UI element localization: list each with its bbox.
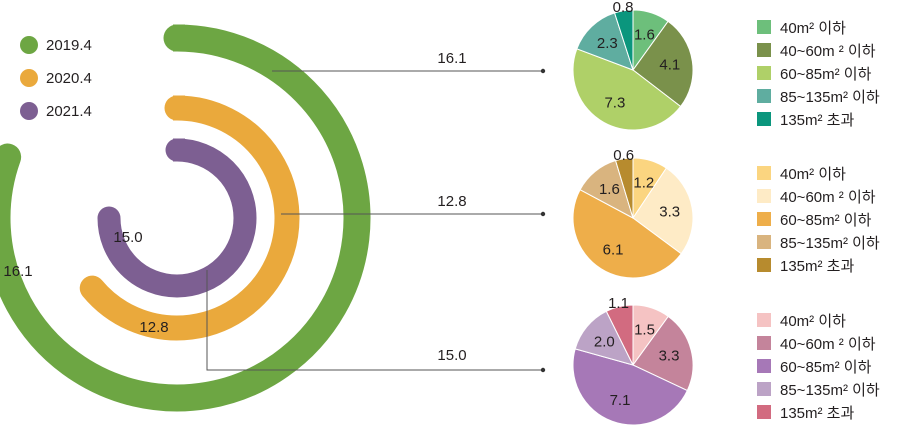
ring-value-label: 12.8 [139, 319, 168, 336]
ring-bar-2021.4 [97, 138, 257, 298]
legend-swatch [757, 313, 771, 327]
legend-swatch [757, 66, 771, 80]
legend-label: 2021.4 [46, 103, 92, 120]
legend-swatch [757, 166, 771, 180]
ring-start-cap [173, 24, 185, 52]
legend-label: 60~85m² 이하 [780, 66, 872, 83]
legend-label: 85~135m² 이하 [780, 382, 880, 399]
legend-swatch [757, 212, 771, 226]
legend-swatch [757, 382, 771, 396]
legend-label: 135m² 초과 [780, 405, 854, 422]
legend-label: 40~60m ² 이하 [780, 336, 876, 353]
legend-swatch [757, 89, 771, 103]
pie-legend-2021.4: 40m² 이하 40~60m ² 이하 60~85m² 이하 85~135m² 이하 1… [757, 313, 880, 422]
legend-swatch [757, 20, 771, 34]
pie-slice-label: 1.1 [608, 295, 629, 312]
pie-slice [614, 157, 634, 219]
pie-slice [572, 348, 688, 426]
pie-slice [632, 167, 694, 255]
legend-label: 40m² 이하 [780, 166, 846, 183]
legend-label: 85~135m² 이하 [780, 89, 880, 106]
pie-slice-label: 2.3 [597, 35, 618, 52]
legend-label: 135m² 초과 [780, 258, 854, 275]
pie-legends: 40m² 이하 40~60m ² 이하 60~85m² 이하 85~135m² 이하 1… [757, 20, 880, 422]
legend-marker [20, 102, 38, 120]
ring-bar-2020.4 [79, 95, 300, 341]
main-legend: 2019.4 2020.4 2021.4 [20, 36, 92, 120]
legend-label: 60~85m² 이하 [780, 359, 872, 376]
pie-slice [613, 9, 634, 71]
ring-value-label: 16.1 [3, 263, 32, 280]
pie-legend-2020.4: 40m² 이하 40~60m ² 이하 60~85m² 이하 85~135m² 이하 1… [757, 166, 880, 275]
legend-swatch [757, 336, 771, 350]
legend-swatch [757, 43, 771, 57]
pie-charts: 1.64.17.32.30.81.23.36.11.60.61.53.37.12… [572, 0, 694, 426]
callout-value-label: 15.0 [437, 347, 466, 364]
pie-slice-label: 1.6 [634, 27, 655, 44]
pie-slice-label: 1.5 [634, 322, 655, 339]
legend-marker [20, 69, 38, 87]
legend-swatch [757, 189, 771, 203]
pie-slice [632, 20, 694, 108]
pie-slice-label: 1.6 [599, 181, 620, 198]
legend-marker [20, 36, 38, 54]
legend-label: 40m² 이하 [780, 20, 846, 37]
pie-2020.4: 1.2 3.3 6.1 1.6 0.6 [572, 147, 694, 279]
legend-swatch [757, 405, 771, 419]
legend-swatch [757, 359, 771, 373]
legend-swatch [757, 112, 771, 126]
pie-slice-label: 3.3 [659, 348, 680, 365]
ring-start-cap [173, 138, 185, 162]
legend-swatch [757, 235, 771, 249]
pie-slice-label: 3.3 [659, 204, 680, 221]
legend-label: 85~135m² 이하 [780, 235, 880, 252]
pie-slice [572, 189, 682, 279]
pie-2021.4: 1.53.3 7.1 2.0 1.1 [572, 295, 694, 426]
pie-slice-label: 0.8 [613, 0, 634, 16]
pie-slice-label: 7.1 [610, 392, 631, 409]
ring-value-label: 15.0 [113, 229, 142, 246]
pie-slice-label: 4.1 [659, 57, 680, 74]
pie-slice-label: 2.0 [594, 333, 615, 350]
pie-slice [605, 304, 634, 366]
connector-line [206, 270, 543, 371]
connector-dot [540, 367, 546, 373]
legend-label: 40~60m ² 이하 [780, 189, 876, 206]
connector-dot [540, 68, 546, 74]
legend-label: 60~85m² 이하 [780, 212, 872, 229]
pie-slice-label: 6.1 [603, 241, 624, 258]
pie-legend-2019.4: 40m² 이하 40~60m ² 이하 60~85m² 이하 85~135m² 이하 1… [757, 20, 880, 129]
callout-value-label: 16.1 [437, 50, 466, 67]
pie-slice-label: 0.6 [613, 147, 634, 164]
legend-label: 2020.4 [46, 70, 92, 87]
ring-bar-2019.4 [0, 24, 371, 412]
radial-rings: 16.1 12.8 15.0 [0, 24, 371, 412]
pie-slice [572, 48, 682, 131]
pie-slice-label: 1.2 [633, 174, 654, 191]
legend-label: 40m² 이하 [780, 313, 846, 330]
connector-lines: 16.1 12.8 15.0 [206, 50, 546, 373]
connector-dot [540, 211, 546, 217]
legend-label: 135m² 초과 [780, 112, 854, 129]
legend-label: 2019.4 [46, 37, 92, 54]
pie-slice-label: 7.3 [604, 95, 625, 112]
callout-value-label: 12.8 [437, 193, 466, 210]
legend-swatch [757, 258, 771, 272]
ring-start-cap [173, 95, 185, 121]
legend-label: 40~60m ² 이하 [780, 43, 876, 60]
pie-2019.4: 1.64.1 7.3 2.3 0.8 [572, 0, 694, 131]
